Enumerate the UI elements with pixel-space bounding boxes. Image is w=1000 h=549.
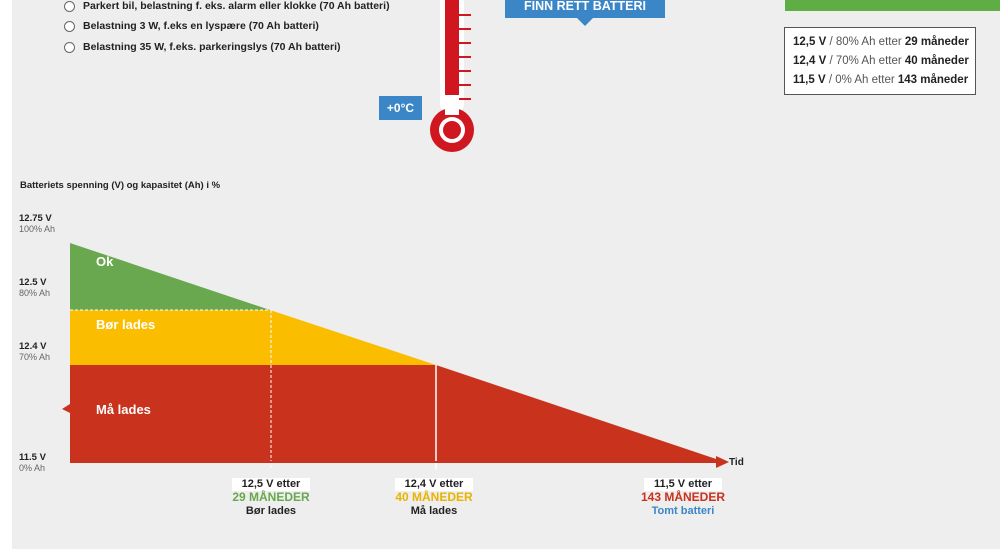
x-axis-label: Tid xyxy=(729,457,744,468)
thermometer-icon[interactable] xyxy=(425,0,485,155)
option-parked-car[interactable]: Parkert bil, belastning f. eks. alarm el… xyxy=(64,0,390,12)
radio-button[interactable] xyxy=(64,0,75,12)
marker-label-40: 12,4 V etter 40 MÅNEDER Må lades xyxy=(394,478,474,517)
chart-title: Batteriets spenning (V) og kapasitet (Ah… xyxy=(20,180,221,191)
marker-label-29: 12,5 V etter 29 MÅNEDER Bør lades xyxy=(231,478,311,517)
result-bar xyxy=(785,0,1000,11)
zone-must-charge-area xyxy=(62,365,725,462)
option-label: Parkert bil, belastning f. eks. alarm el… xyxy=(83,0,390,12)
summary-row: 12,5 V / 80% Ah etter 29 måneder xyxy=(793,36,969,48)
summary-row: 12,4 V / 70% Ah etter 40 måneder xyxy=(793,55,969,67)
marker-label-143: 11,5 V etter 143 MÅNEDER Tomt batteri xyxy=(640,478,726,517)
zone-label-ok: Ok xyxy=(96,254,114,269)
summary-row: 11,5 V / 0% Ah etter 143 måneder xyxy=(793,74,969,86)
y-tick-label: 12.75 V 100% Ah xyxy=(19,213,56,235)
result-summary: 12,5 V / 80% Ah etter 29 måneder 12,4 V … xyxy=(784,27,976,95)
x-axis-arrow xyxy=(716,456,729,468)
zone-label-should-charge: Bør lades xyxy=(96,317,156,332)
option-35w-load[interactable]: Belastning 35 W, f.eks. parkeringslys (7… xyxy=(64,41,341,53)
option-label: Belastning 3 W, f.eks en lyspære (70 Ah … xyxy=(83,20,319,32)
y-tick-label: 12.4 V 70% Ah xyxy=(19,341,51,363)
radio-button[interactable] xyxy=(64,20,75,32)
y-tick-label: 11.5 V 0% Ah xyxy=(19,452,46,474)
radio-button[interactable] xyxy=(64,41,75,53)
y-tick-label: 12.5 V 80% Ah xyxy=(19,277,51,299)
zone-ok-area xyxy=(70,243,270,310)
option-label: Belastning 35 W, f.eks. parkeringslys (7… xyxy=(83,41,341,53)
zone-label-must-charge: Må lades xyxy=(96,402,151,417)
zone-should-charge-area xyxy=(70,310,436,365)
find-battery-button[interactable]: FINN RETT BATTERI xyxy=(505,0,665,26)
temperature-badge: +0°C xyxy=(379,96,422,120)
option-3w-load[interactable]: Belastning 3 W, f.eks en lyspære (70 Ah … xyxy=(64,20,319,32)
